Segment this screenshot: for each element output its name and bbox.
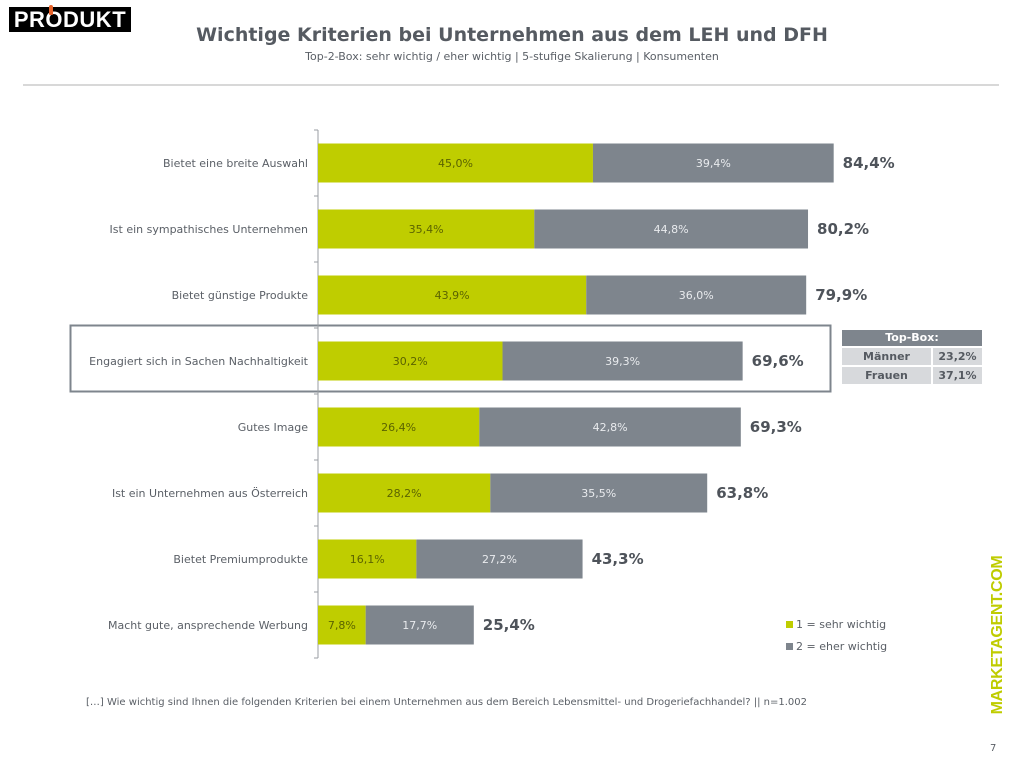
segment-value-label: 35,4%: [409, 223, 444, 236]
segment-value-label: 17,7%: [402, 619, 437, 632]
bar-segment-eher-wichtig: [365, 605, 474, 645]
segment-value-label: 27,2%: [482, 553, 517, 566]
bar-segment-sehr-wichtig: [318, 209, 535, 249]
bar-segment-eher-wichtig: [479, 407, 741, 447]
segment-value-label: 16,1%: [350, 553, 385, 566]
question-footnote: […] Wie wichtig sind Ihnen die folgenden…: [86, 697, 808, 708]
segment-value-label: 28,2%: [387, 487, 422, 500]
topbox-label: Frauen: [842, 367, 931, 384]
total-value-label: 84,4%: [843, 154, 895, 172]
category-label: Gutes Image: [238, 421, 308, 434]
topbox-row-frauen: Frauen 37,1%: [842, 367, 982, 384]
category-label: Bietet Premiumprodukte: [173, 553, 308, 566]
flame-icon: [49, 5, 53, 15]
category-label: Ist ein sympathisches Unternehmen: [110, 223, 308, 236]
highlight-box: [69, 324, 832, 393]
bar-segment-sehr-wichtig: [318, 605, 366, 645]
marketagent-logo: MARKETAGENT.COM: [988, 556, 1008, 715]
bar-segment-eher-wichtig: [534, 209, 809, 249]
segment-value-label: 39,4%: [696, 157, 731, 170]
legend-item-eher-wichtig: 2 = eher wichtig: [786, 635, 887, 657]
total-value-label: 80,2%: [817, 220, 869, 238]
total-value-label: 43,3%: [592, 550, 644, 568]
category-label: Bietet günstige Produkte: [172, 289, 309, 302]
total-value-label: 69,3%: [750, 418, 802, 436]
legend-item-sehr-wichtig: 1 = sehr wichtig: [786, 613, 887, 635]
segment-value-label: 36,0%: [679, 289, 714, 302]
bar-segment-sehr-wichtig: [318, 275, 587, 315]
bar-segment-eher-wichtig: [416, 539, 583, 579]
segment-value-label: 26,4%: [381, 421, 416, 434]
legend-label: 1 = sehr wichtig: [796, 617, 887, 631]
page-number: 7: [990, 743, 997, 754]
topbox-label: Männer: [842, 348, 931, 365]
chart-title: Wichtige Kriterien bei Unternehmen aus d…: [196, 24, 828, 46]
segment-value-label: 7,8%: [328, 619, 356, 632]
legend-swatch-sehr-wichtig: [786, 620, 793, 628]
bar-segment-sehr-wichtig: [318, 143, 593, 183]
bar-segment-eher-wichtig: [490, 473, 708, 513]
legend-label: 2 = eher wichtig: [796, 639, 888, 653]
bar-segment-eher-wichtig: [586, 275, 807, 315]
segment-value-label: 30,2%: [393, 355, 428, 368]
segment-value-label: 42,8%: [593, 421, 628, 434]
segment-value-label: 44,8%: [654, 223, 689, 236]
bar-segment-sehr-wichtig: [318, 407, 480, 447]
chart-legend: 1 = sehr wichtig 2 = eher wichtig: [786, 613, 887, 657]
bar-segment-eher-wichtig: [502, 341, 743, 381]
header-divider: [23, 84, 999, 86]
topbox-value: 23,2%: [933, 348, 982, 365]
category-label: Macht gute, ansprechende Werbung: [108, 619, 308, 632]
bar-segment-sehr-wichtig: [318, 539, 417, 579]
total-value-label: 25,4%: [483, 616, 535, 634]
topbox-header: Top-Box:: [842, 330, 982, 346]
total-value-label: 79,9%: [815, 286, 867, 304]
topbox-table: Top-Box: Männer 23,2% Frauen 37,1%: [842, 330, 982, 384]
segment-value-label: 39,3%: [605, 355, 640, 368]
segment-value-label: 43,9%: [435, 289, 470, 302]
segment-value-label: 45,0%: [438, 157, 473, 170]
legend-swatch-eher-wichtig: [786, 642, 793, 650]
chart-subtitle: Top-2-Box: sehr wichtig / eher wichtig |…: [305, 50, 719, 63]
logo-text: PRODUKT: [13, 7, 127, 32]
produkt-logo: PRODUKT: [9, 5, 131, 32]
category-label: Engagiert sich in Sachen Nachhaltigkeit: [89, 355, 309, 368]
bar-segment-eher-wichtig: [592, 143, 834, 183]
category-label: Ist ein Unternehmen aus Österreich: [112, 487, 308, 500]
segment-value-label: 35,5%: [581, 487, 616, 500]
total-value-label: 69,6%: [752, 352, 804, 370]
topbox-value: 37,1%: [933, 367, 982, 384]
brand-text: MARKETAGENT.COM: [989, 555, 1006, 715]
category-label: Bietet eine breite Auswahl: [163, 157, 308, 170]
bar-segment-sehr-wichtig: [318, 341, 503, 381]
bar-segment-sehr-wichtig: [318, 473, 491, 513]
topbox-row-maenner: Männer 23,2%: [842, 348, 982, 365]
total-value-label: 63,8%: [716, 484, 768, 502]
